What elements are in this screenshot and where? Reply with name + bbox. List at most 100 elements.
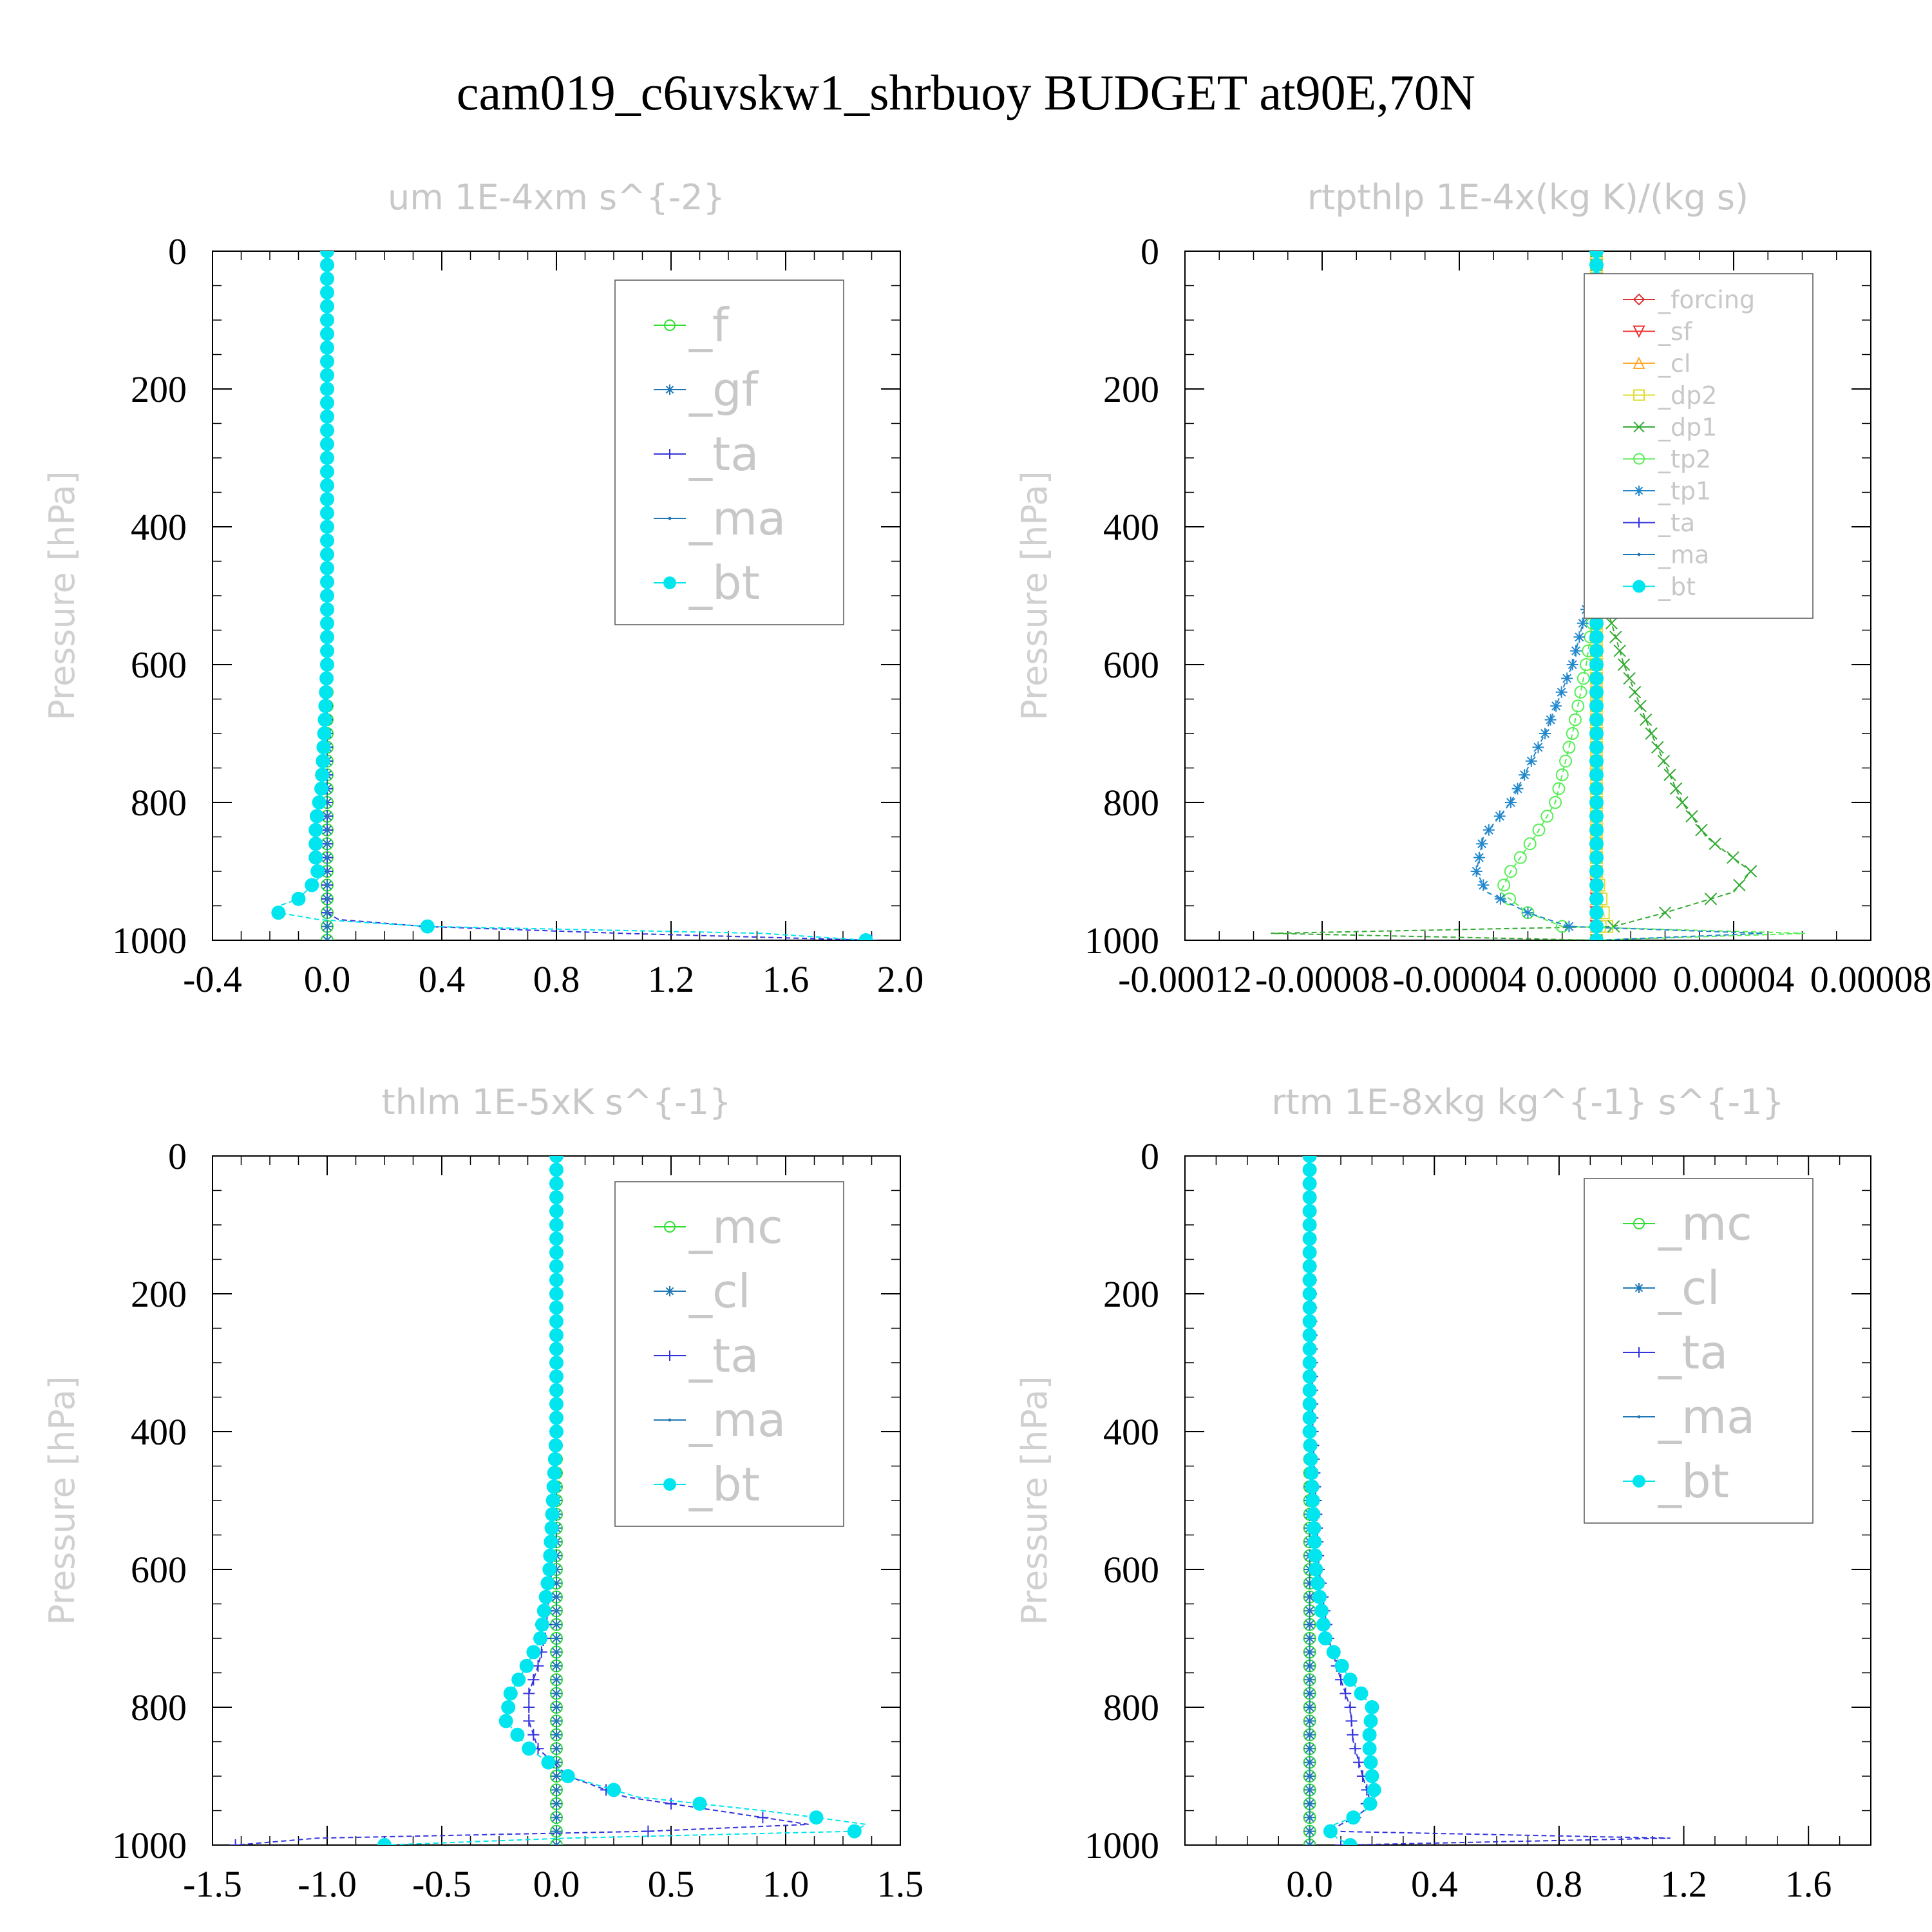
data-point [554,1829,558,1833]
data-point [548,1438,563,1453]
data-point [665,1797,677,1810]
data-point [1363,1755,1378,1770]
panel-title: rtpthlp 1E-4x(kg K)/(kg s) [1307,177,1748,218]
data-point [1302,1259,1317,1274]
data-point [325,800,329,804]
data-point [1727,851,1739,864]
data-point [1307,1595,1312,1599]
data-point [1307,1609,1312,1613]
y-tick-label: 1000 [112,920,187,961]
data-point [1353,1756,1365,1768]
legend-marker [663,1478,676,1491]
data-point [1589,630,1604,645]
data-point [320,630,334,645]
y-tick-label: 600 [131,644,187,686]
data-point [1311,1576,1325,1591]
data-point [1563,920,1575,933]
data-point [1302,1300,1317,1315]
data-point [1302,1383,1317,1397]
data-point [325,911,329,914]
data-point [1302,1231,1317,1246]
data-point [1316,1617,1331,1632]
data-point [309,809,324,824]
legend-marker [1633,356,1645,369]
data-point [320,354,334,369]
data-point [320,299,334,314]
data-point [1307,1829,1312,1833]
data-point [1519,769,1531,781]
data-point [1532,741,1544,753]
series-group [229,1156,868,1845]
data-point [1302,1218,1317,1232]
data-point [1302,1341,1317,1356]
data-point [377,1838,392,1845]
data-point [320,589,334,603]
data-point [1504,797,1517,808]
data-point [1307,1747,1312,1750]
data-point [1559,754,1573,768]
data-point [1540,810,1554,823]
data-point [526,1645,541,1660]
data-point [318,699,333,714]
data-point [1307,1815,1312,1819]
data-point [1314,1604,1329,1618]
data-point [1363,1796,1378,1811]
data-point [510,1727,525,1742]
data-point [325,897,329,901]
data-point [554,1581,558,1586]
legend-marker [1634,486,1644,496]
legend-marker [664,319,676,331]
data-point [1566,659,1578,670]
legend-marker [663,576,676,589]
data-point [549,1259,564,1274]
data-point [547,1466,562,1481]
legend-marker [665,1286,675,1296]
legend-label: _ma [1658,1390,1755,1444]
data-point [1347,1728,1359,1741]
data-point [1302,1410,1317,1425]
legend-label: _ta [688,1329,759,1383]
data-point [1346,1810,1361,1825]
legend-marker [664,1221,676,1233]
legend-marker [1633,421,1645,433]
data-point [1307,1719,1312,1723]
data-point [1494,893,1506,905]
data-point [1589,643,1604,658]
legend-frame [1584,273,1814,619]
data-point [1539,728,1551,739]
data-point [1362,1741,1377,1756]
data-point [1550,700,1562,712]
data-point [320,423,334,438]
data-point [536,1604,551,1618]
data-point [1365,1700,1379,1714]
legend-marker [1633,580,1645,593]
data-point [549,1273,564,1287]
legend-label: _cl [1658,1261,1720,1315]
data-point [642,1825,654,1837]
data-point [1306,1507,1321,1522]
panel-title: rtm 1E-8xkg kg^{-1} s^{-1} [1271,1082,1785,1122]
data-point [1555,686,1567,698]
data-point [1302,1273,1317,1287]
data-point [1589,671,1604,686]
series-bt [271,251,873,940]
data-point [325,828,329,832]
data-point [320,520,334,534]
legend-label: _cl [688,1264,751,1318]
data-point [549,1356,564,1370]
data-point [1307,1622,1312,1627]
data-point [1473,851,1485,864]
data-point [1549,796,1562,809]
data-point [1305,1493,1320,1508]
data-point [554,1733,558,1737]
data-point [1589,726,1604,741]
data-point [549,1245,564,1260]
data-point [847,1824,862,1839]
data-point [545,1493,560,1508]
legend-marker [665,1350,675,1361]
data-point [1513,851,1527,864]
data-point [320,451,334,465]
data-point [522,1741,536,1756]
data-point [1589,919,1604,934]
legend-label: _tp2 [1658,445,1711,473]
